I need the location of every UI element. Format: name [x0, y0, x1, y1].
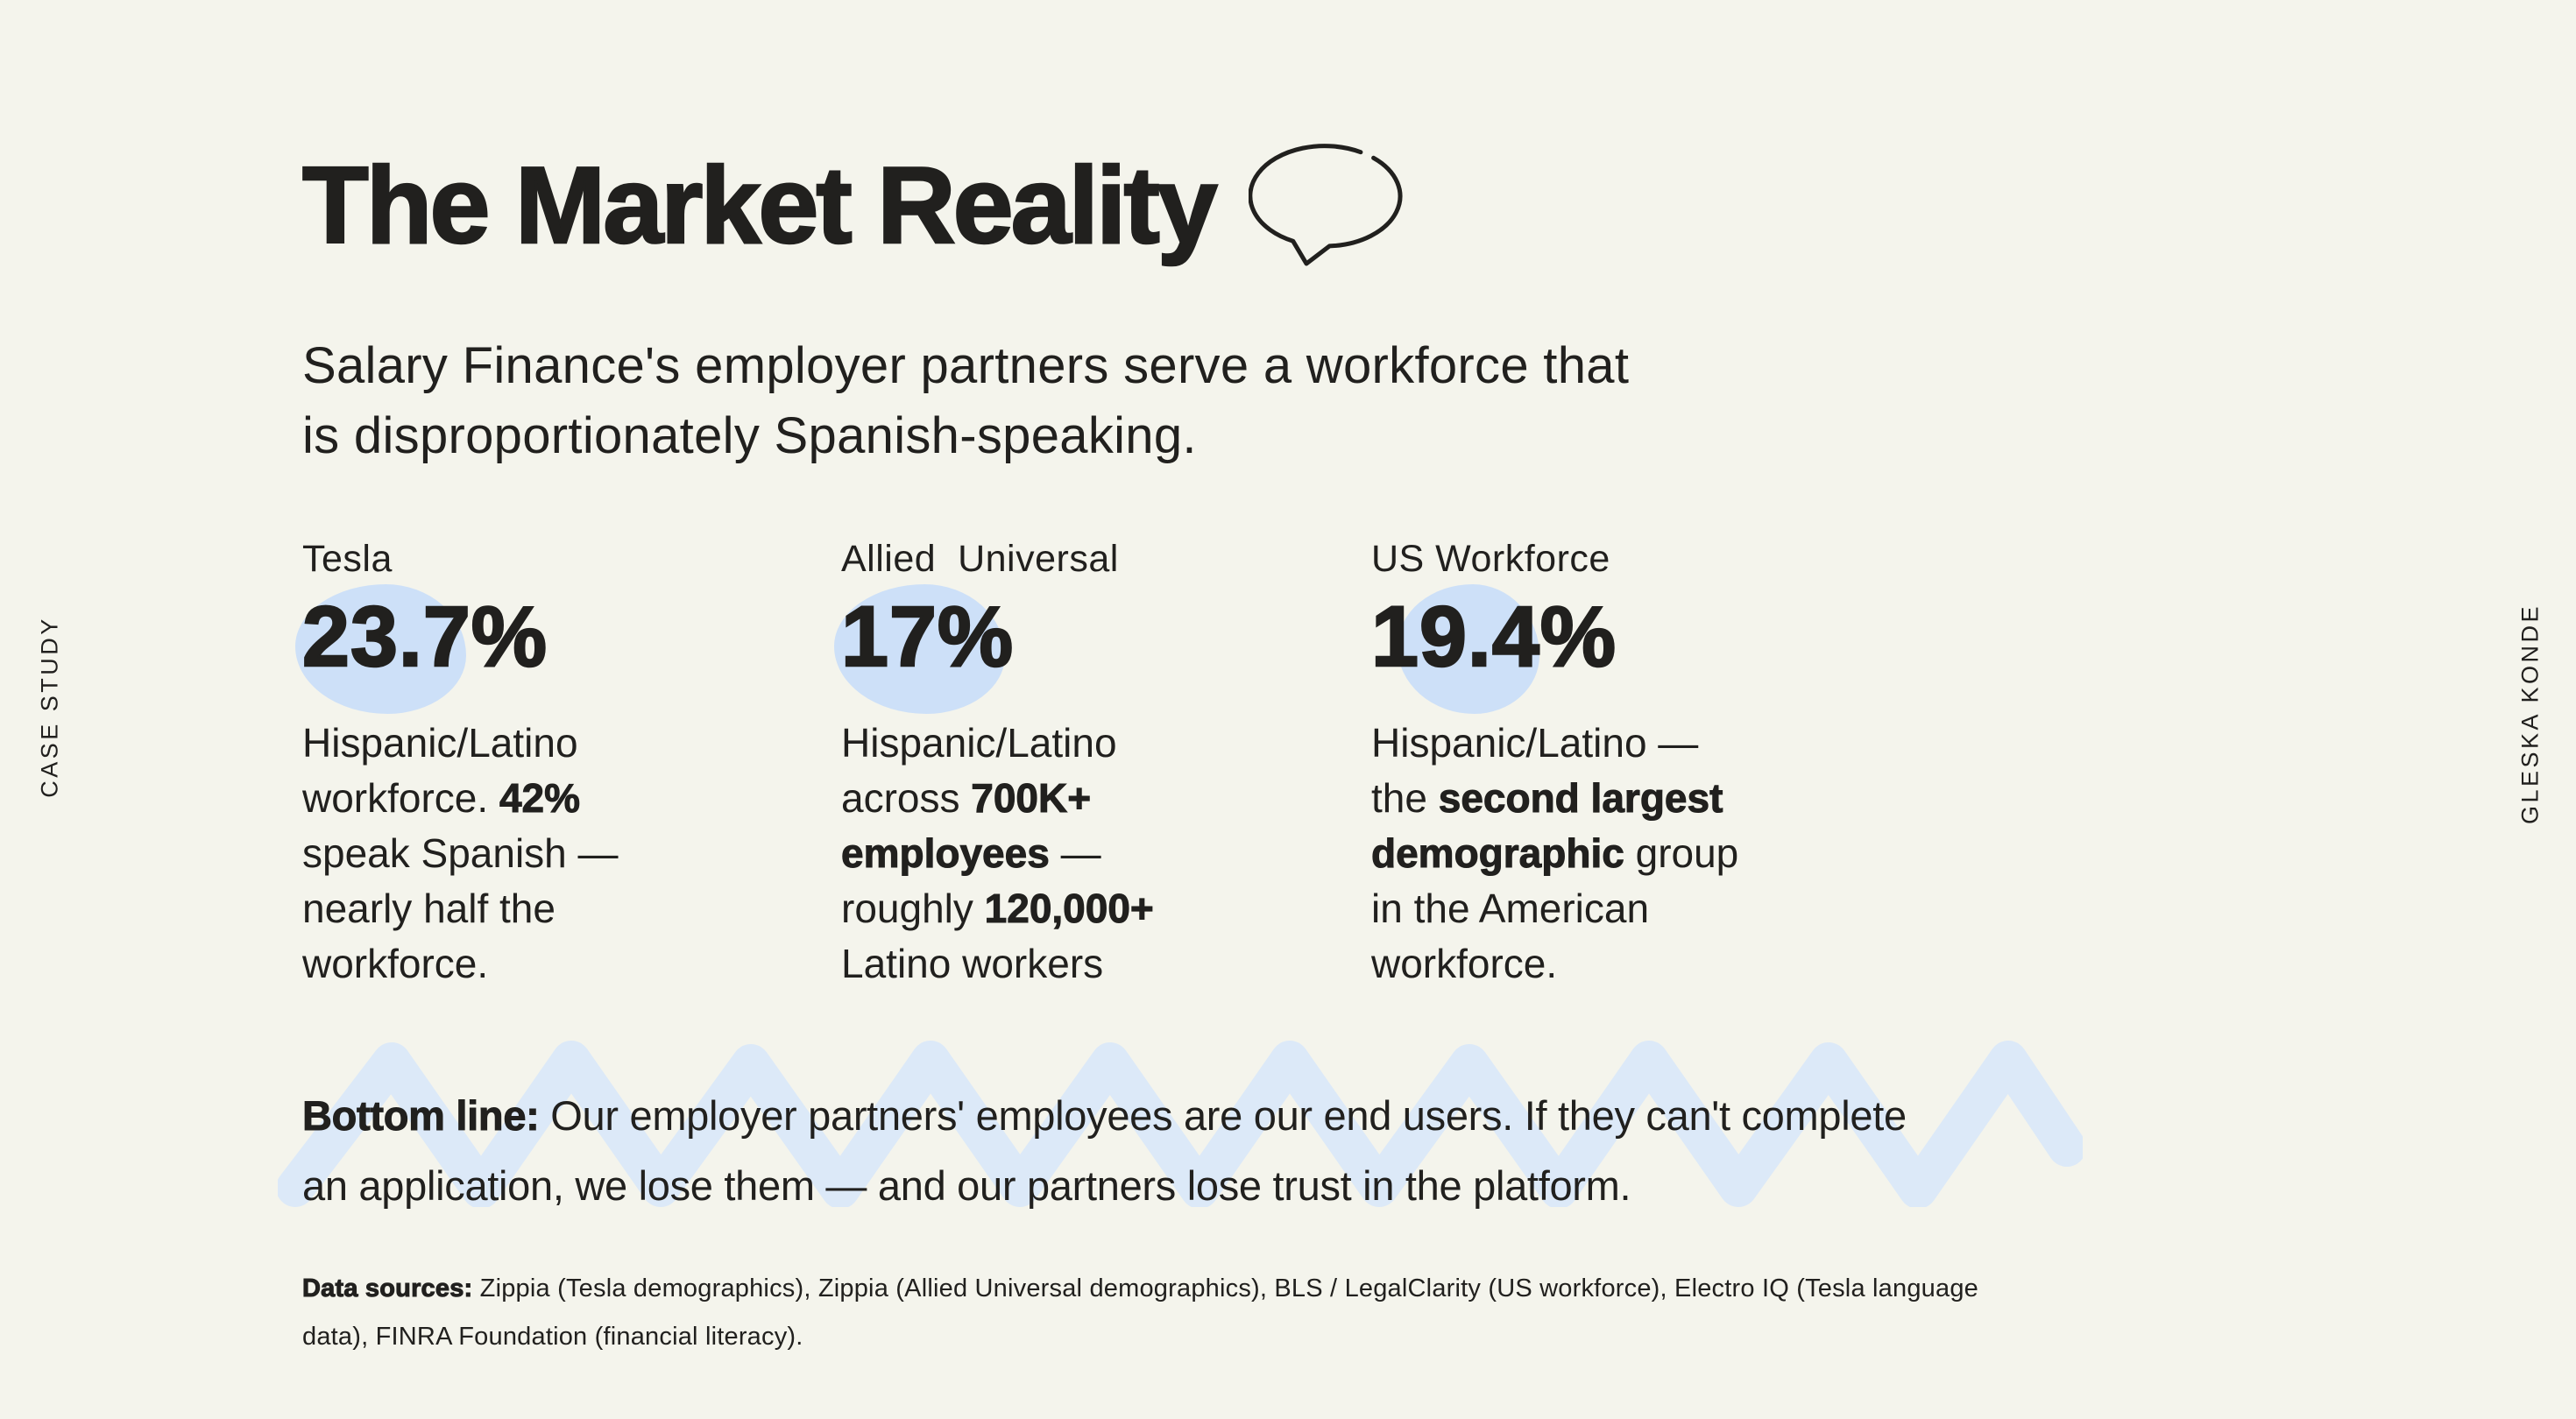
text-segment: Salary Finance's employer partners serve…	[302, 337, 1630, 394]
stat-us-workforce: US Workforce 19.4% Hispanic/Latino — the …	[1370, 538, 1967, 992]
text-segment: 42%	[499, 775, 581, 822]
text-segment: workforce.	[302, 775, 499, 821]
stat-tesla: Tesla 23.7% Hispanic/Latino workforce. 42…	[295, 538, 841, 992]
text-segment: workforce.	[1371, 941, 1558, 986]
bottom-line-text: Bottom line: Our employer partners' empl…	[302, 1081, 2107, 1221]
text-segment: Zippia (Tesla demographics), Zippia (All…	[472, 1274, 1978, 1303]
stat-label: Tesla	[302, 538, 393, 580]
text-segment: nearly half the	[302, 886, 556, 931]
text-segment: across	[841, 775, 972, 821]
stat-allied-universal: Allied Universal 17% Hispanic/Latino acro…	[834, 538, 1371, 992]
text-segment: workforce.	[302, 941, 489, 986]
text-segment: Data sources:	[301, 1274, 473, 1303]
speech-bubble-icon	[1248, 144, 1406, 275]
text-segment: employees	[841, 830, 1051, 877]
text-segment: Hispanic/Latino —	[1371, 720, 1699, 766]
text-segment: demographic	[1371, 830, 1625, 877]
stat-label: US Workforce	[1371, 538, 1610, 580]
text-segment: Our employer partners' employees are our…	[539, 1092, 1907, 1139]
slide-content: The Market Reality Salary Finance's empl…	[276, 144, 2107, 1361]
stat-value: 17%	[840, 589, 1015, 684]
intro-statement: Salary Finance's employer partners serve…	[302, 331, 2107, 471]
side-label-case-study: CASE STUDY	[36, 616, 63, 798]
zigzag-highlight	[276, 1041, 2086, 1211]
stat-value: 23.7%	[301, 589, 548, 684]
highlight-blob	[834, 584, 1005, 714]
text-segment: speak Spanish —	[302, 830, 619, 876]
stat-value-wrap: 19.4%	[1370, 584, 1967, 714]
stat-description: Hispanic/Latino workforce. 42% speak Spani…	[302, 716, 841, 992]
stat-description: Hispanic/Latino across 700K+ employees — ro…	[841, 716, 1371, 992]
bottom-line-section: Bottom line: Our employer partners' empl…	[276, 1041, 2107, 1221]
text-segment: 120,000+	[984, 886, 1154, 932]
text-segment: an application, we lose them — and our p…	[302, 1162, 1631, 1209]
text-segment: data), FINRA Foundation (financial liter…	[302, 1323, 803, 1351]
text-segment: Hispanic/Latino	[302, 720, 578, 766]
text-segment: second largest	[1438, 775, 1723, 822]
text-segment: the	[1371, 775, 1439, 821]
stat-label: Allied Universal	[841, 538, 1119, 580]
text-segment: in the American	[1371, 886, 1650, 931]
text-segment: —	[1049, 830, 1101, 876]
data-sources: Data sources: Zippia (Tesla demographics…	[301, 1265, 2107, 1361]
text-segment: Hispanic/Latino	[841, 720, 1117, 766]
stat-value-wrap: 17%	[834, 584, 1371, 714]
text-segment: 700K+	[971, 775, 1092, 822]
side-label-author: GLESKA KONDE	[2516, 603, 2544, 825]
stats-row: Tesla 23.7% Hispanic/Latino workforce. 42…	[295, 538, 2107, 992]
stat-value: 19.4%	[1370, 589, 1617, 684]
highlight-blob	[1398, 584, 1539, 714]
text-segment: roughly	[841, 886, 985, 931]
page-title: The Market Reality	[301, 145, 1219, 266]
text-segment: Latino workers	[841, 941, 1104, 986]
highlight-blob	[295, 584, 466, 714]
text-segment: Bottom line:	[302, 1092, 541, 1140]
text-segment: group	[1624, 830, 1739, 876]
text-segment: is disproportionately Spanish-speaking.	[302, 407, 1197, 464]
title-row: The Market Reality	[301, 144, 2107, 275]
stat-description: Hispanic/Latino — the second largest demog…	[1371, 716, 1967, 992]
stat-value-wrap: 23.7%	[295, 584, 841, 714]
